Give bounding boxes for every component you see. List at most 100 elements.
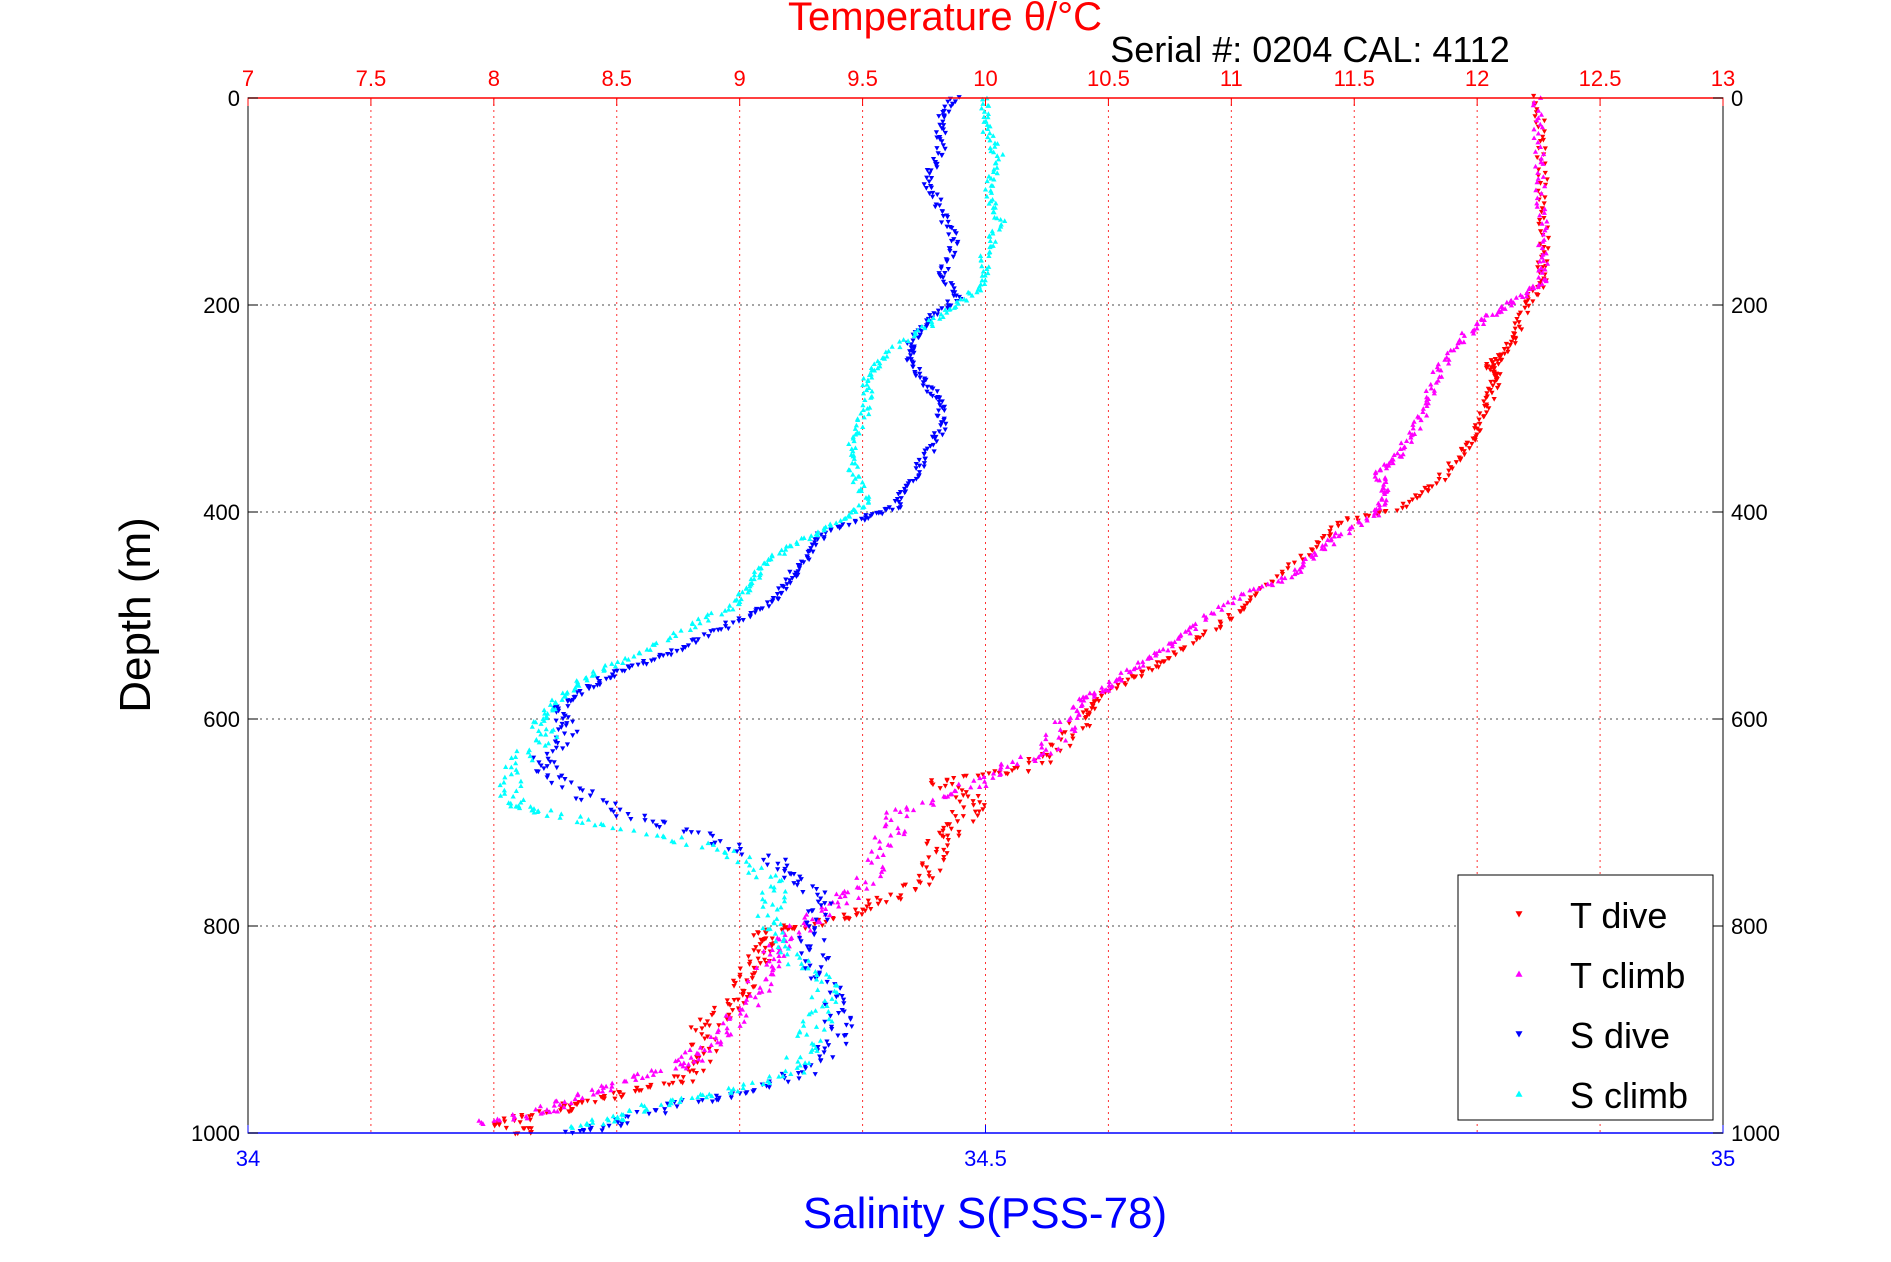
data-point	[1545, 235, 1552, 241]
data-point	[536, 1109, 542, 1114]
data-point	[768, 883, 774, 889]
data-point	[1231, 595, 1237, 600]
data-point	[817, 1038, 824, 1043]
data-point	[739, 589, 746, 595]
chart-subtitle: Serial #: 0204 CAL: 4112	[1110, 29, 1510, 70]
data-point	[776, 586, 782, 592]
data-point	[1248, 595, 1254, 601]
data-point	[916, 873, 922, 879]
data-point	[892, 806, 899, 812]
data-point	[802, 915, 808, 920]
data-point	[925, 321, 931, 327]
data-point	[1089, 706, 1095, 711]
data-point	[552, 739, 558, 745]
data-point	[984, 122, 990, 127]
data-point	[1251, 586, 1257, 592]
data-point	[945, 299, 951, 305]
data-point	[751, 933, 757, 938]
data-point	[1364, 517, 1370, 523]
data-point	[1219, 607, 1225, 612]
data-point	[627, 1108, 633, 1114]
data-point	[711, 1005, 718, 1011]
data-point	[710, 833, 716, 839]
data-point	[934, 439, 940, 445]
data-point	[815, 919, 821, 925]
data-point	[943, 421, 949, 427]
data-point	[685, 643, 692, 649]
data-point	[1523, 301, 1529, 306]
data-point	[1542, 146, 1548, 152]
data-point	[1433, 379, 1439, 385]
data-point	[904, 806, 910, 812]
data-point	[860, 407, 866, 413]
data-point	[811, 1042, 817, 1047]
data-point	[852, 518, 858, 524]
data-point	[743, 859, 750, 864]
data-point	[1201, 612, 1207, 618]
data-point	[748, 581, 754, 587]
data-point	[1484, 361, 1490, 367]
data-point	[1004, 764, 1011, 769]
bottom-tick-label: 34	[236, 1146, 260, 1171]
data-point	[881, 355, 887, 360]
data-point	[668, 1097, 674, 1103]
data-point	[528, 1126, 534, 1131]
data-point	[758, 565, 764, 571]
data-point	[988, 190, 995, 195]
data-point	[1057, 727, 1063, 732]
data-point	[501, 787, 507, 793]
data-point	[982, 778, 988, 784]
data-point	[1491, 396, 1497, 402]
data-point	[1383, 479, 1389, 485]
y-tick-label-left: 400	[203, 500, 240, 525]
data-point	[1169, 641, 1175, 646]
data-point	[797, 1054, 803, 1060]
data-point	[1220, 602, 1227, 608]
data-point	[1537, 281, 1543, 286]
data-point	[948, 238, 955, 244]
data-point	[643, 662, 650, 667]
data-point	[1542, 227, 1548, 233]
y-tick-label-left: 0	[228, 86, 240, 111]
data-point	[1382, 491, 1388, 496]
data-point	[924, 841, 930, 847]
data-point	[726, 1016, 733, 1021]
data-point	[1436, 374, 1443, 379]
data-point	[1518, 292, 1524, 298]
data-point	[1436, 472, 1442, 478]
data-point	[1535, 284, 1541, 289]
data-point	[793, 574, 799, 580]
data-point	[913, 466, 919, 471]
data-point	[990, 770, 997, 776]
data-point	[1503, 341, 1509, 347]
data-point	[1539, 270, 1546, 275]
data-point	[1478, 316, 1484, 322]
data-point	[796, 935, 803, 941]
data-point	[811, 927, 818, 933]
data-point	[760, 896, 766, 902]
data-point	[880, 852, 886, 857]
data-point	[980, 807, 986, 812]
data-point	[854, 884, 860, 890]
data-point	[1331, 541, 1337, 547]
data-point	[1135, 659, 1141, 665]
data-point	[594, 676, 601, 681]
data-point	[769, 936, 775, 942]
data-point	[830, 916, 836, 921]
data-point	[645, 1085, 651, 1090]
data-point	[995, 156, 1002, 162]
top-tick-label: 9	[734, 66, 746, 91]
data-point	[587, 1127, 593, 1133]
data-point	[1481, 399, 1487, 405]
data-point	[594, 1089, 600, 1095]
data-point	[858, 516, 865, 522]
data-point	[1408, 434, 1414, 440]
data-point	[941, 847, 947, 853]
data-point	[861, 483, 867, 488]
data-point	[916, 457, 922, 463]
data-point	[827, 912, 833, 918]
data-point	[897, 809, 903, 814]
data-point	[986, 233, 992, 238]
data-point	[986, 253, 992, 259]
data-point	[941, 115, 947, 120]
